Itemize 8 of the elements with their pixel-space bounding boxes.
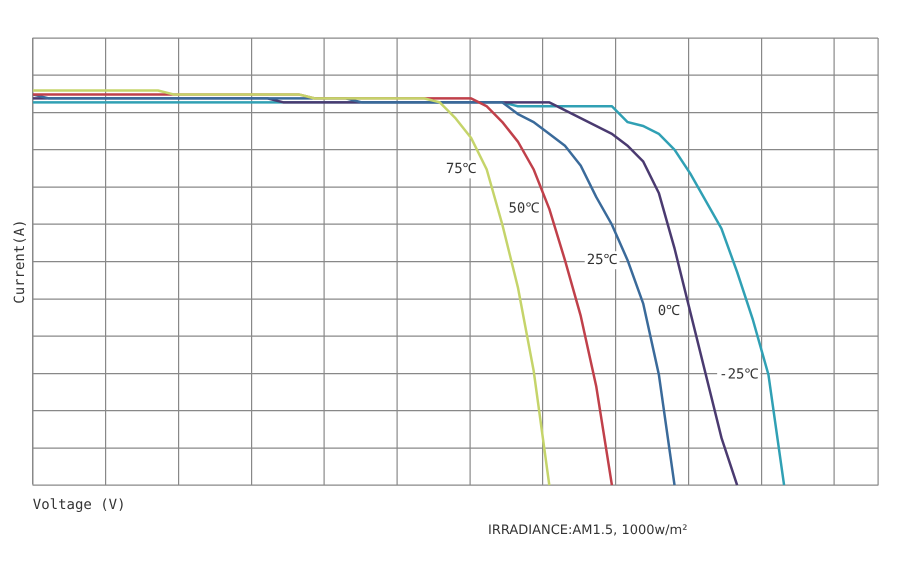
series-label: 0℃ — [658, 303, 680, 320]
series-label: 25℃ — [586, 252, 618, 268]
series-label: 50℃ — [508, 200, 540, 217]
x-axis-title: Voltage (V) — [32, 497, 126, 514]
y-axis-title: Current(A) — [12, 219, 28, 304]
series-label: -25℃ — [719, 366, 758, 382]
series-label: 75℃ — [446, 161, 477, 178]
text: IRRADIANCE:AM1.5, 1000w/m² — [488, 523, 688, 538]
